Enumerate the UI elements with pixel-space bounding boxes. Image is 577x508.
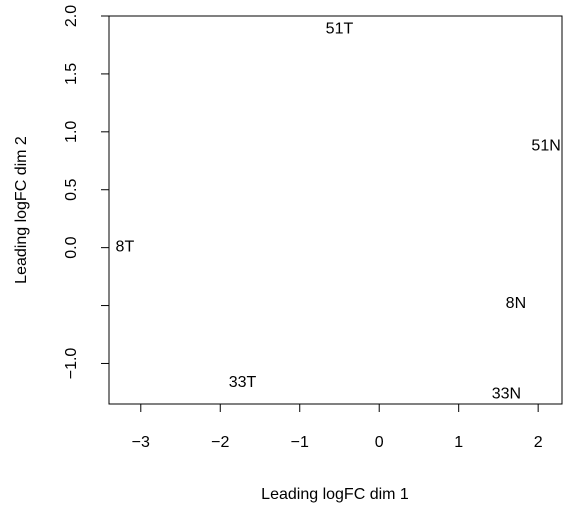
plot-frame <box>108 15 563 405</box>
y-tick-label: −1.0 <box>63 348 80 380</box>
y-tick-label: 1.0 <box>63 121 80 143</box>
x-tick-label: 1 <box>454 434 463 451</box>
x-tick-label: −3 <box>132 434 150 451</box>
x-axis-title: Leading logFC dim 1 <box>261 486 409 503</box>
y-axis: −1.0 0.0 0.5 1.0 1.5 2.0 <box>63 5 109 379</box>
point-label: 8N <box>506 295 526 312</box>
point-label: 8T <box>116 238 135 255</box>
point-label: 33T <box>229 374 257 391</box>
y-tick-label: 1.5 <box>63 63 80 85</box>
point-label: 33N <box>492 385 521 402</box>
point-labels: 51T 51N 8T 8N 33T 33N <box>116 21 561 403</box>
point-label: 51N <box>531 138 560 155</box>
x-tick-label: −2 <box>211 434 229 451</box>
y-tick-label: 2.0 <box>63 5 80 27</box>
x-tick-label: 0 <box>375 434 384 451</box>
y-tick-label: 0.5 <box>63 179 80 201</box>
x-axis: −3 −2 −1 0 1 2 <box>132 404 543 451</box>
x-tick-label: −1 <box>291 434 309 451</box>
y-axis-title: Leading logFC dim 2 <box>13 136 30 284</box>
x-tick-label: 2 <box>534 434 543 451</box>
point-label: 51T <box>326 21 354 38</box>
y-tick-label: 0.0 <box>63 236 80 258</box>
